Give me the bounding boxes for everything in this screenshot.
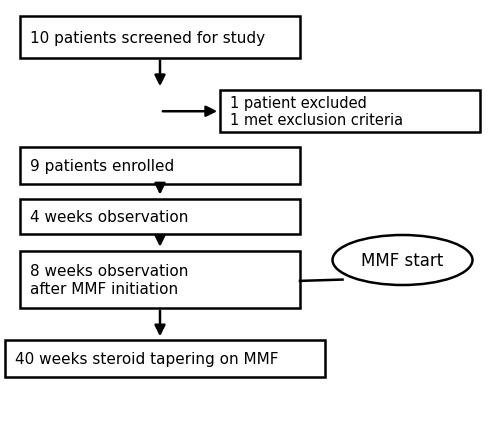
FancyBboxPatch shape xyxy=(20,200,300,234)
Text: 1 patient excluded
1 met exclusion criteria: 1 patient excluded 1 met exclusion crite… xyxy=(230,95,403,128)
FancyBboxPatch shape xyxy=(20,252,300,308)
Text: 9 patients enrolled: 9 patients enrolled xyxy=(30,158,174,174)
FancyBboxPatch shape xyxy=(5,341,325,378)
Text: 40 weeks steroid tapering on MMF: 40 weeks steroid tapering on MMF xyxy=(15,352,278,367)
FancyBboxPatch shape xyxy=(20,148,300,184)
Text: MMF start: MMF start xyxy=(362,251,444,270)
Text: 10 patients screened for study: 10 patients screened for study xyxy=(30,30,265,46)
FancyBboxPatch shape xyxy=(20,17,300,59)
Ellipse shape xyxy=(332,235,472,286)
FancyBboxPatch shape xyxy=(220,91,480,132)
Text: 4 weeks observation: 4 weeks observation xyxy=(30,210,188,224)
Text: 8 weeks observation
after MMF initiation: 8 weeks observation after MMF initiation xyxy=(30,264,188,296)
